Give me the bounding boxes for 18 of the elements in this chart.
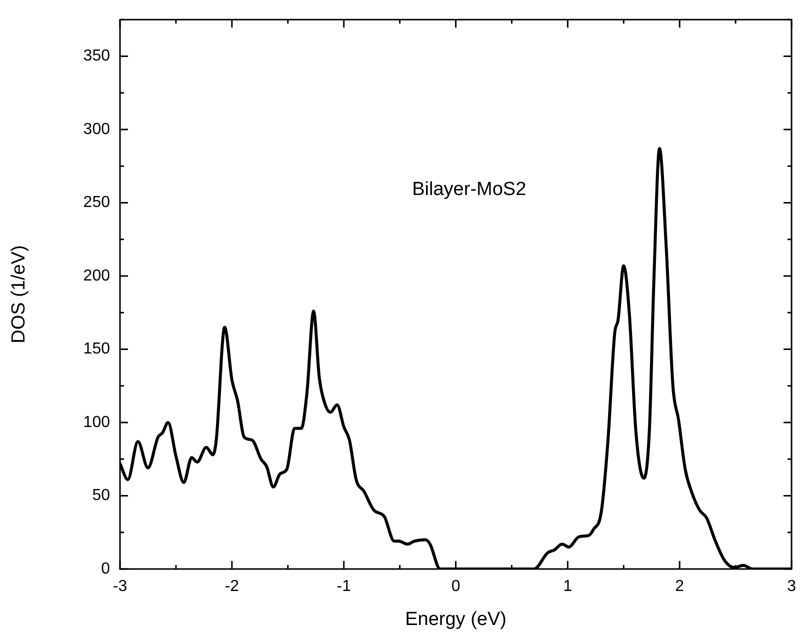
x-tick-label: 0 (451, 578, 460, 596)
y-axis-title: DOS (1/eV) (8, 245, 30, 344)
y-tick-label: 200 (83, 267, 110, 284)
y-tick-label: 50 (92, 487, 110, 504)
x-tick-label: -1 (336, 578, 352, 596)
x-tick-label: -2 (224, 578, 240, 596)
x-tick-label: -3 (112, 578, 128, 596)
annotation: Bilayer-MoS2 (412, 179, 526, 200)
y-tick-label: 150 (83, 340, 110, 358)
y-tick-label: 250 (83, 194, 110, 212)
y-tick-label: 350 (83, 48, 110, 65)
x-tick-label: 1 (563, 578, 572, 596)
x-tick-label: 3 (787, 578, 796, 596)
y-tick-label: 0 (101, 560, 110, 578)
y-tick-label: 300 (83, 120, 110, 138)
x-tick-label: 2 (675, 578, 684, 596)
x-axis-title: Energy (eV) (405, 608, 506, 630)
y-tick-label: 100 (83, 414, 110, 431)
